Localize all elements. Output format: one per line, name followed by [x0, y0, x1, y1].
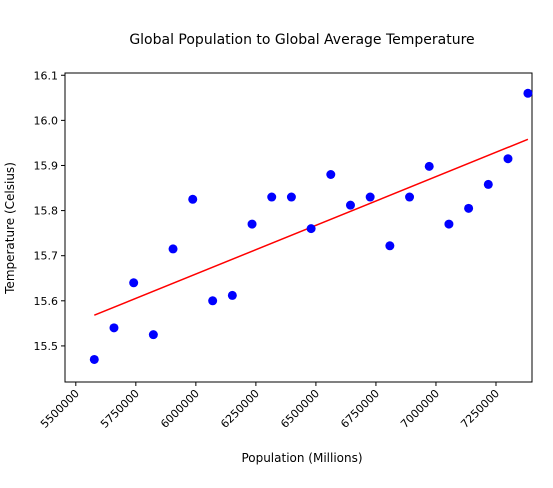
data-point: [365, 192, 375, 202]
data-point: [464, 203, 474, 213]
data-points: [89, 88, 533, 364]
data-point: [503, 154, 513, 164]
y-tick-label: 16.1: [34, 69, 59, 82]
data-point: [385, 241, 395, 251]
y-tick-label: 15.6: [34, 295, 59, 308]
x-tick-label: 7000000: [398, 387, 442, 431]
chart-title: Global Population to Global Average Temp…: [129, 32, 474, 48]
data-point: [188, 194, 198, 204]
data-point: [168, 244, 178, 254]
x-tick-label: 6500000: [278, 387, 322, 431]
data-point: [208, 296, 218, 306]
x-tick-label: 6250000: [218, 387, 262, 431]
data-point: [89, 354, 99, 364]
x-tick-label: 7250000: [458, 387, 502, 431]
plot-area: [64, 72, 533, 383]
data-point: [326, 169, 336, 179]
data-point: [109, 323, 119, 333]
y-tick-label: 15.8: [34, 205, 59, 218]
x-tick-label: 5750000: [98, 387, 142, 431]
y-axis: 15.5 15.6 15.7 15.8 15.9 16.0 16.1: [34, 69, 65, 353]
x-axis: 5500000 5750000 6000000 6250000 6500000 67500…: [38, 382, 502, 431]
data-point: [247, 219, 257, 229]
data-point: [405, 192, 415, 202]
data-point: [267, 192, 277, 202]
data-point: [444, 219, 454, 229]
plot-frame: [64, 72, 533, 383]
y-tick-label: 15.7: [34, 250, 59, 263]
data-point: [286, 192, 296, 202]
y-tick-label: 15.5: [34, 340, 59, 353]
y-axis-label: Temperature (Celsius): [3, 162, 17, 295]
x-tick-label: 6750000: [338, 387, 382, 431]
data-point: [227, 290, 237, 300]
data-point: [129, 278, 139, 288]
data-point: [424, 161, 434, 171]
data-point: [523, 88, 533, 98]
x-tick-label: 5500000: [38, 387, 82, 431]
x-tick-label: 6000000: [158, 387, 202, 431]
y-tick-label: 15.9: [34, 159, 59, 172]
data-point: [483, 179, 493, 189]
x-axis-label: Population (Millions): [241, 451, 362, 465]
data-point: [306, 224, 316, 234]
data-point: [148, 330, 158, 340]
y-tick-label: 16.0: [34, 114, 59, 127]
data-point: [345, 200, 355, 210]
